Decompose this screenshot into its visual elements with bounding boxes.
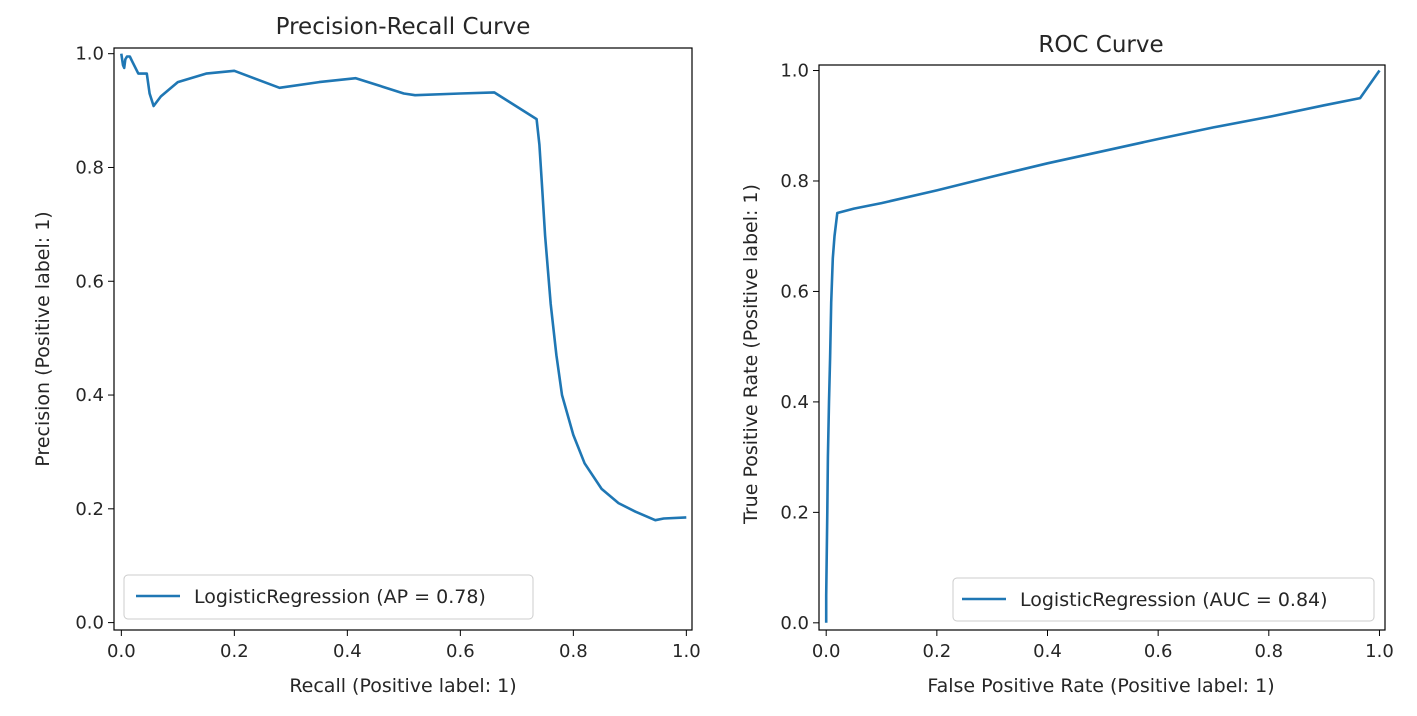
x-tick-label: 0.6 [446,641,475,662]
y-tick-label: 0.8 [780,171,809,192]
plot-frame [113,47,693,631]
legend-box [123,574,534,620]
y-axis-label: True Positive Rate (Positive label: 1) [740,184,762,525]
plot-frame [818,64,1386,631]
pr-curve-line [120,53,687,522]
y-tick-label: 0.2 [75,499,104,520]
x-axis-label: False Positive Rate (Positive label: 1) [927,675,1274,697]
y-tick-label: 0.2 [780,502,809,523]
y-tick-label: 0.6 [780,281,809,302]
chart-title: Precision-Recall Curve [276,14,531,40]
x-ticks: 0.0 0.2 0.4 0.6 0.8 1.0 [812,630,1394,662]
x-tick-label: 0.4 [333,641,362,662]
roc-curve-line [824,69,1381,623]
legend: LogisticRegression (AUC = 0.84) [952,577,1375,622]
y-tick-label: 1.0 [75,44,104,65]
y-tick-label: 1.0 [780,61,809,82]
x-tick-label: 0.0 [812,641,841,662]
y-axis-label: Precision (Positive label: 1) [32,211,54,466]
x-tick-label: 0.6 [1144,641,1173,662]
precision-recall-chart: Precision-Recall Curve 0.0 0.2 0.4 0.6 0.8 1.… [32,14,701,697]
x-axis-label: Recall (Positive label: 1) [289,675,516,697]
y-tick-label: 0.8 [75,157,104,178]
x-tick-label: 1.0 [672,641,701,662]
x-tick-label: 1.0 [1365,641,1394,662]
y-tick-label: 0.6 [75,271,104,292]
x-tick-label: 0.2 [220,641,249,662]
x-tick-label: 0.8 [559,641,588,662]
x-tick-label: 0.4 [1033,641,1062,662]
x-tick-label: 0.0 [107,641,136,662]
legend: LogisticRegression (AP = 0.78) [123,574,534,620]
y-tick-label: 0.0 [75,613,104,634]
x-tick-label: 0.8 [1254,641,1283,662]
legend-label: LogisticRegression (AP = 0.78) [194,586,486,608]
x-tick-label: 0.2 [923,641,952,662]
legend-label: LogisticRegression (AUC = 0.84) [1020,589,1328,611]
y-ticks: 0.0 0.2 0.4 0.6 0.8 1.0 [75,44,114,634]
roc-chart: ROC Curve 0.0 0.2 0.4 0.6 0.8 1.0 0.00.20.40.… [740,32,1394,697]
legend-box [952,577,1375,622]
chart-title: ROC Curve [1038,32,1163,58]
x-ticks: 0.0 0.2 0.4 0.6 0.8 1.0 [107,630,701,662]
y-ticks: 0.0 0.2 0.4 0.6 0.8 1.0 [780,61,819,634]
y-tick-label: 0.4 [780,392,809,413]
y-tick-label: 0.4 [75,385,104,406]
y-tick-label: 0.0 [780,613,809,634]
